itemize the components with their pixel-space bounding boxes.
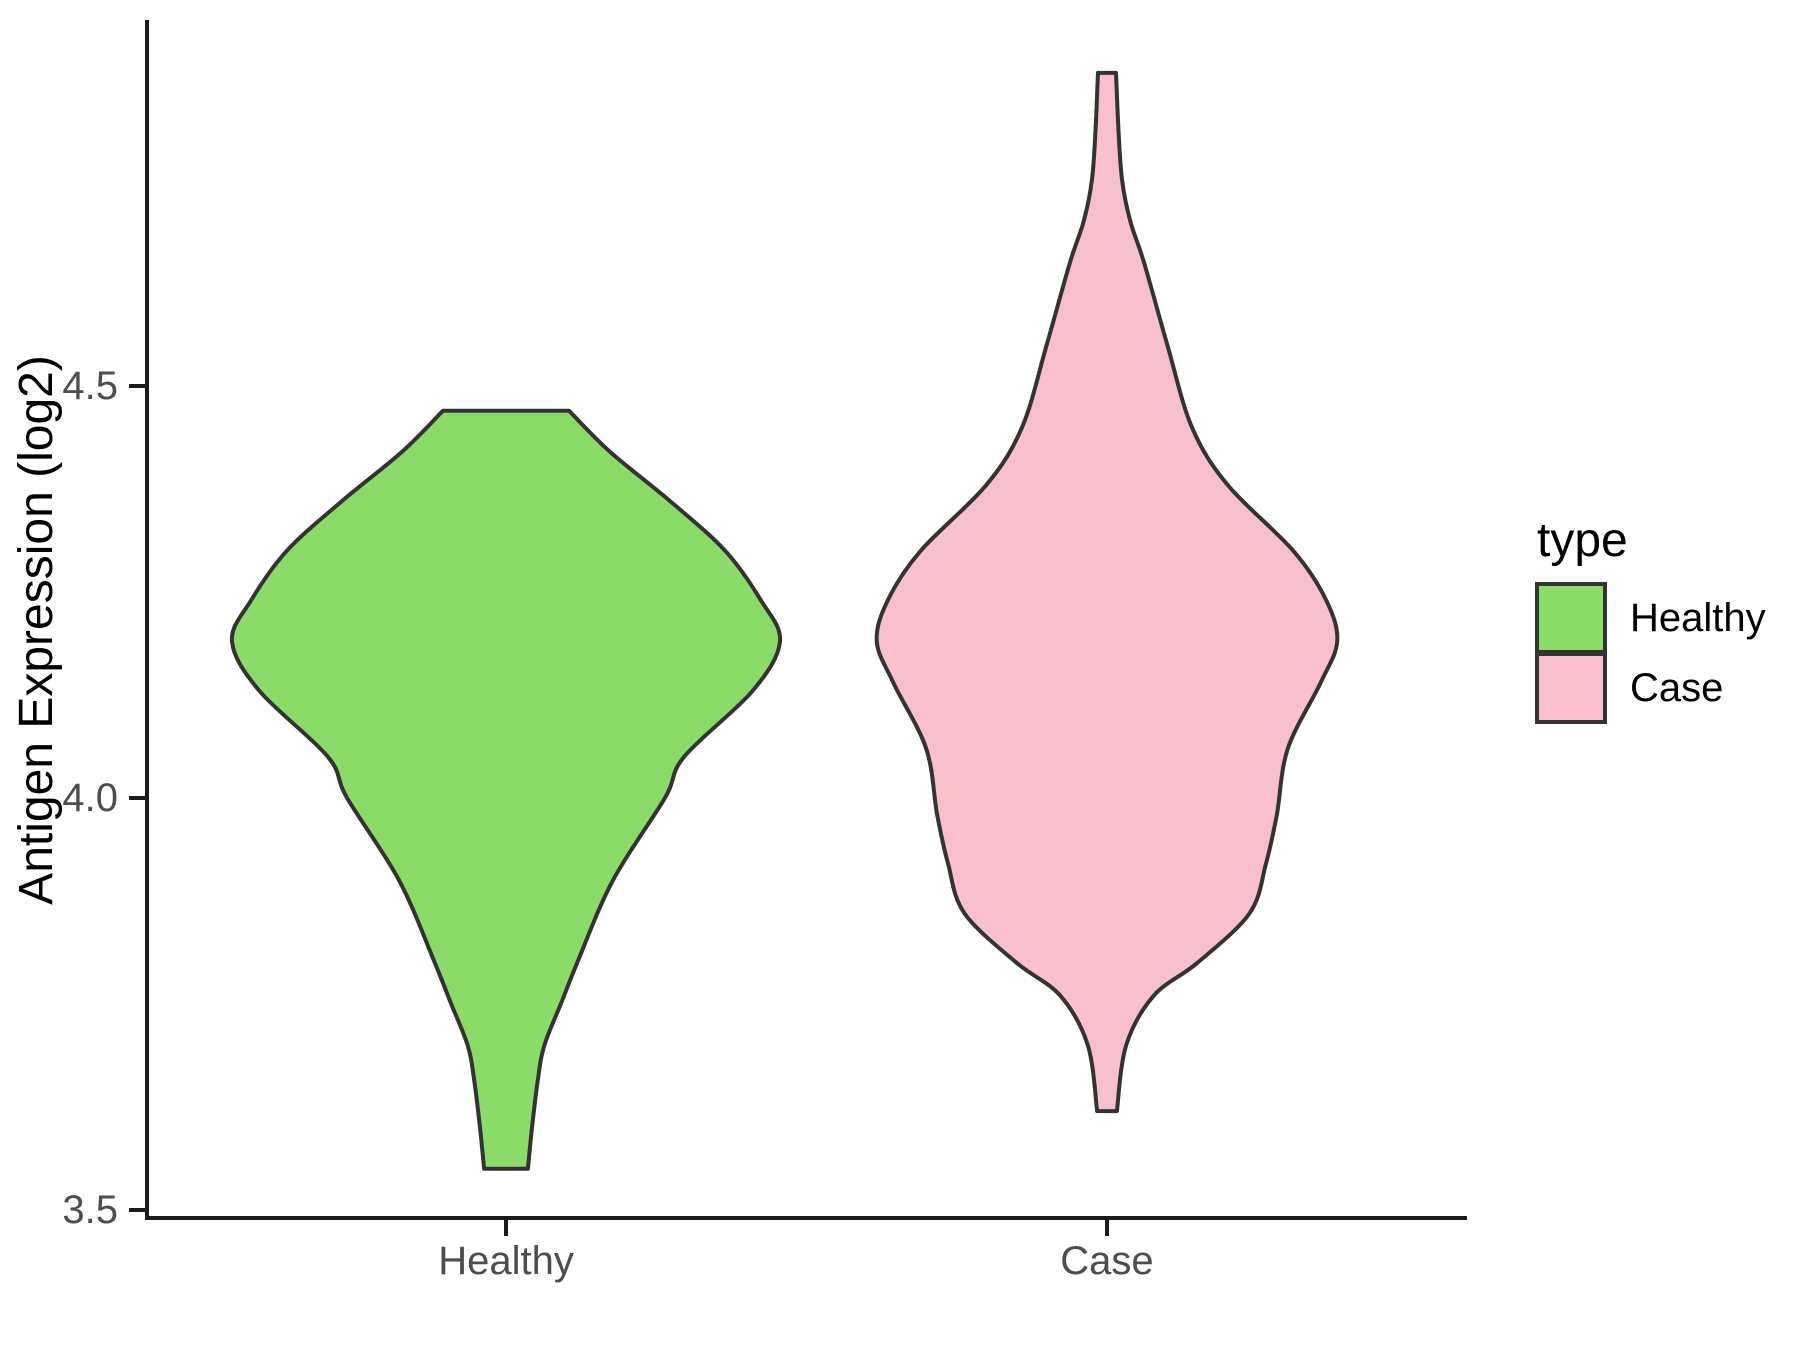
legend-swatch-healthy [1535, 582, 1607, 654]
legend-swatch-case [1535, 652, 1607, 724]
x-category-label-healthy: Healthy [438, 1239, 574, 1283]
y-tick-label: 4.0 [62, 776, 118, 820]
legend-title: type [1537, 514, 1628, 567]
y-tick-label: 3.5 [62, 1188, 118, 1232]
violins-layer [229, 70, 1340, 1171]
y-tick-label: 4.5 [62, 364, 118, 408]
violin-healthy [229, 408, 783, 1171]
legend: type Healthy Case [1535, 514, 1766, 724]
y-axis-title: Antigen Expression (log2) [10, 355, 63, 905]
x-category-label-case: Case [1060, 1239, 1153, 1283]
legend-label-case: Case [1630, 666, 1723, 710]
legend-label-healthy: Healthy [1630, 596, 1766, 640]
violin-case [874, 70, 1340, 1114]
